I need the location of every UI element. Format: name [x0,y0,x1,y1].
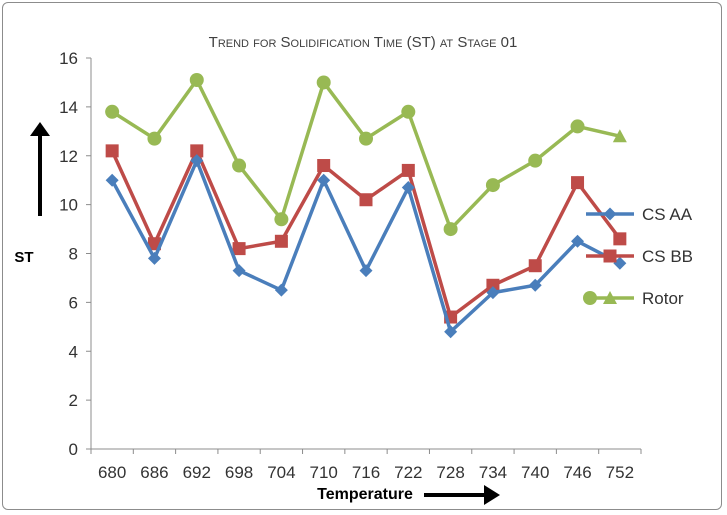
data-point-marker [105,144,119,158]
data-point-marker [613,256,627,270]
data-point-marker [613,232,627,246]
data-point-marker [316,75,331,90]
data-point-marker [274,283,288,297]
data-point-marker [232,242,246,256]
y-tick-label: 4 [69,342,78,361]
y-axis-ticks: 0 2 4 6 8 10 12 14 16 [59,49,91,459]
x-tick-label: 752 [606,463,634,482]
y-tick-label: 6 [69,293,78,312]
x-tick-label: 704 [267,463,295,482]
data-point-marker [147,251,161,265]
y-tick-label: 10 [59,196,78,215]
data-point-marker [190,154,204,168]
data-point-marker [401,163,415,177]
legend-marker [583,291,597,305]
x-tick-label: 722 [394,463,422,482]
x-tick-label: 746 [563,463,591,482]
y-tick-label: 12 [59,147,78,166]
data-point-marker [359,131,373,146]
data-point-marker [528,153,543,168]
data-point-marker [317,159,331,173]
x-tick-label: 734 [479,463,507,482]
x-tick-label: 728 [436,463,464,482]
x-tick-label: 680 [98,463,126,482]
y-tick-label: 8 [69,245,78,264]
legend-label: CS BB [642,247,693,266]
x-tick-label: 710 [310,463,338,482]
legend-item-cs-aa: CS AA [586,205,693,224]
data-point-marker [571,176,585,190]
legend-label: Rotor [642,289,684,308]
data-point-marker [189,72,204,87]
data-point-marker [528,259,542,273]
series-rotor [105,72,627,237]
x-tick-label: 740 [521,463,549,482]
legend: CS AA CS BB Rotor [583,205,693,308]
data-point-marker [444,325,458,339]
legend-item-cs-bb: CS BB [586,247,693,266]
y-tick-label: 0 [69,440,78,459]
legend-label: CS AA [642,205,693,224]
x-tick-label: 686 [140,463,168,482]
series-cs-aa [105,154,627,339]
data-point-marker [401,104,416,119]
y-tick-label: 2 [69,391,78,410]
data-point-marker [274,234,288,248]
data-point-marker [232,158,247,173]
legend-item-rotor: Rotor [583,289,684,308]
x-axis-label: Temperature [317,486,413,503]
data-point-marker [317,173,331,187]
data-point-marker [486,278,500,292]
series-group [105,72,627,339]
legend-marker [603,291,617,304]
data-point-marker [401,181,415,195]
legend-marker [603,249,617,263]
x-tick-label: 698 [225,463,253,482]
x-axis-ticks: 680 686 692 698 704 710 716 722 728 734 740 746 752 [90,449,642,482]
data-point-marker [105,104,120,119]
data-point-marker [571,234,585,248]
data-point-marker [612,129,627,143]
y-tick-label: 16 [59,49,78,68]
data-point-marker [486,286,500,300]
data-point-marker [359,193,373,207]
series-cs-bb [105,144,627,324]
data-point-marker [105,173,119,187]
data-point-marker [528,278,542,292]
series-line [111,78,621,231]
data-point-marker [485,178,500,193]
data-point-marker [443,222,458,237]
x-tick-label: 692 [183,463,211,482]
x-tick-label: 716 [352,463,380,482]
legend-marker [603,207,617,221]
data-point-marker [147,131,162,146]
x-axis-arrowhead [484,485,500,505]
data-point-marker [232,264,246,278]
y-axis-arrowhead [30,122,50,136]
y-axis-label: ST [14,249,33,266]
y-tick-label: 14 [59,98,78,117]
data-point-marker [190,144,204,158]
chart-title: Trend for Solidification Time (ST) at St… [209,34,518,51]
data-point-marker [570,119,585,134]
data-point-marker [359,264,373,278]
data-point-marker [274,212,289,227]
